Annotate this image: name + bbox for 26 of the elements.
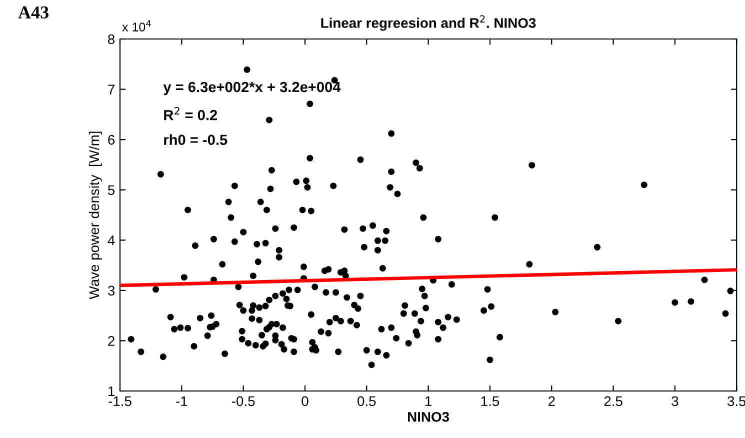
- x-tick-label: 2.5: [604, 396, 622, 406]
- y-tick-label: 2: [108, 336, 114, 346]
- text: A43: [18, 6, 48, 19]
- x-tick-label: 2: [548, 396, 555, 406]
- y-tick-label: 4: [108, 236, 115, 246]
- x-tick-label: 0: [302, 396, 308, 406]
- y-tick-label: 3: [108, 286, 115, 296]
- y-tick-label: 1: [108, 386, 114, 396]
- annotation: R$^{2}$ = 0.2: [164, 106, 218, 120]
- y-axis-title: Wave power density [W/m]: [88, 132, 102, 300]
- text: x 10$^{4}$: [122, 20, 151, 32]
- x-tick-label: -0.5: [232, 396, 255, 406]
- x-tick-label: 0.5: [358, 396, 376, 406]
- x-tick-label: 1.5: [481, 396, 500, 406]
- y-tick-label: 7: [108, 84, 114, 94]
- x-axis-title: NINO3: [408, 412, 450, 422]
- chart-title: Linear regreesion and R$^{2}$. NINO3: [321, 15, 536, 31]
- x-tick-label: -1: [176, 396, 188, 406]
- y-tick-label: 6: [108, 134, 115, 145]
- y-tick-label: 8: [108, 34, 115, 44]
- y-tick-label: 5: [108, 185, 115, 196]
- x-tick-label: 1: [425, 396, 432, 406]
- annotation: rh0 = -0.5: [164, 134, 228, 145]
- x-tick-label: -1.5: [108, 396, 132, 406]
- annotation: y = 6.3e+002*x + 3.2e+004: [163, 82, 341, 96]
- x-tick-label: 3: [672, 396, 678, 406]
